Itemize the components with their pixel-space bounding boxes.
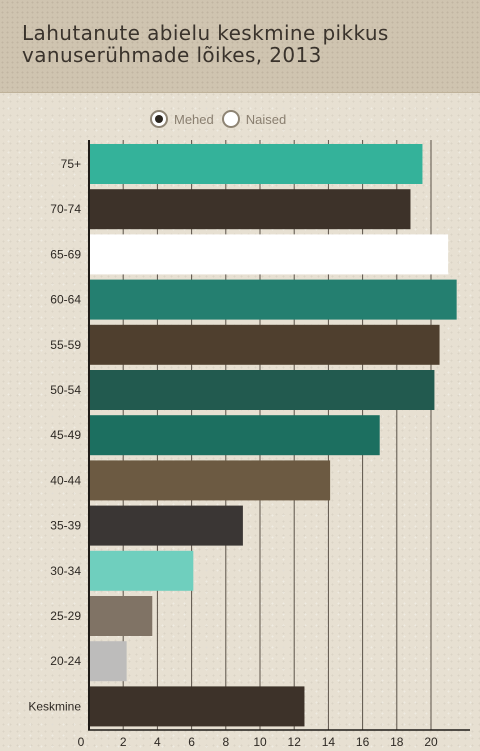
radio-selected-icon[interactable]	[150, 110, 168, 128]
x-tick-label: 8	[222, 735, 229, 749]
bar	[89, 279, 457, 320]
category-label: 35-39	[50, 519, 81, 533]
category-label: 30-34	[50, 564, 81, 578]
x-tick-label: 14	[322, 735, 336, 749]
category-label: 50-54	[50, 383, 81, 397]
bar	[89, 686, 305, 727]
radio-unselected-icon[interactable]	[221, 110, 240, 128]
chart-header: Lahutanute abielu keskmine pikkus vanuse…	[0, 0, 480, 93]
x-tick-label: 12	[288, 735, 302, 749]
bar	[89, 189, 411, 230]
x-tick-label: 10	[253, 735, 267, 749]
bar	[89, 641, 127, 682]
chart-title: Lahutanute abielu keskmine pikkus vanuse…	[22, 21, 389, 67]
bar	[89, 460, 331, 501]
category-label: Keskmine	[28, 699, 81, 713]
legend-label-naised: Naised	[245, 111, 287, 127]
category-label: 75+	[61, 157, 81, 171]
category-label: 65-69	[50, 247, 81, 261]
x-tick-label: 16	[356, 735, 370, 749]
category-label: 55-59	[50, 338, 81, 352]
bar	[89, 505, 243, 546]
category-label: 25-29	[50, 609, 81, 623]
x-tick-label: 0	[78, 735, 85, 749]
bar	[89, 415, 380, 456]
x-tick-label: 20	[424, 735, 438, 749]
x-tick-label: 6	[188, 735, 195, 749]
category-label: 40-44	[50, 473, 81, 487]
x-tick-label: 2	[120, 735, 127, 749]
legend-item-mehed[interactable]: Mehed	[150, 110, 214, 128]
bar	[89, 234, 449, 275]
category-label: 45-49	[50, 428, 81, 442]
bar	[89, 370, 435, 410]
bar	[89, 550, 194, 591]
bar	[89, 144, 423, 184]
legend-label-mehed: Mehed	[174, 111, 214, 127]
category-label: 60-64	[50, 293, 81, 307]
x-tick-label: 4	[154, 735, 161, 749]
bar	[89, 596, 153, 636]
x-tick-label: 18	[390, 735, 404, 749]
category-label: 20-24	[50, 654, 81, 668]
bar	[89, 324, 440, 365]
legend: Mehed Naised	[150, 107, 290, 131]
legend-item-naised[interactable]: Naised	[221, 110, 287, 128]
category-label: 70-74	[50, 202, 81, 216]
